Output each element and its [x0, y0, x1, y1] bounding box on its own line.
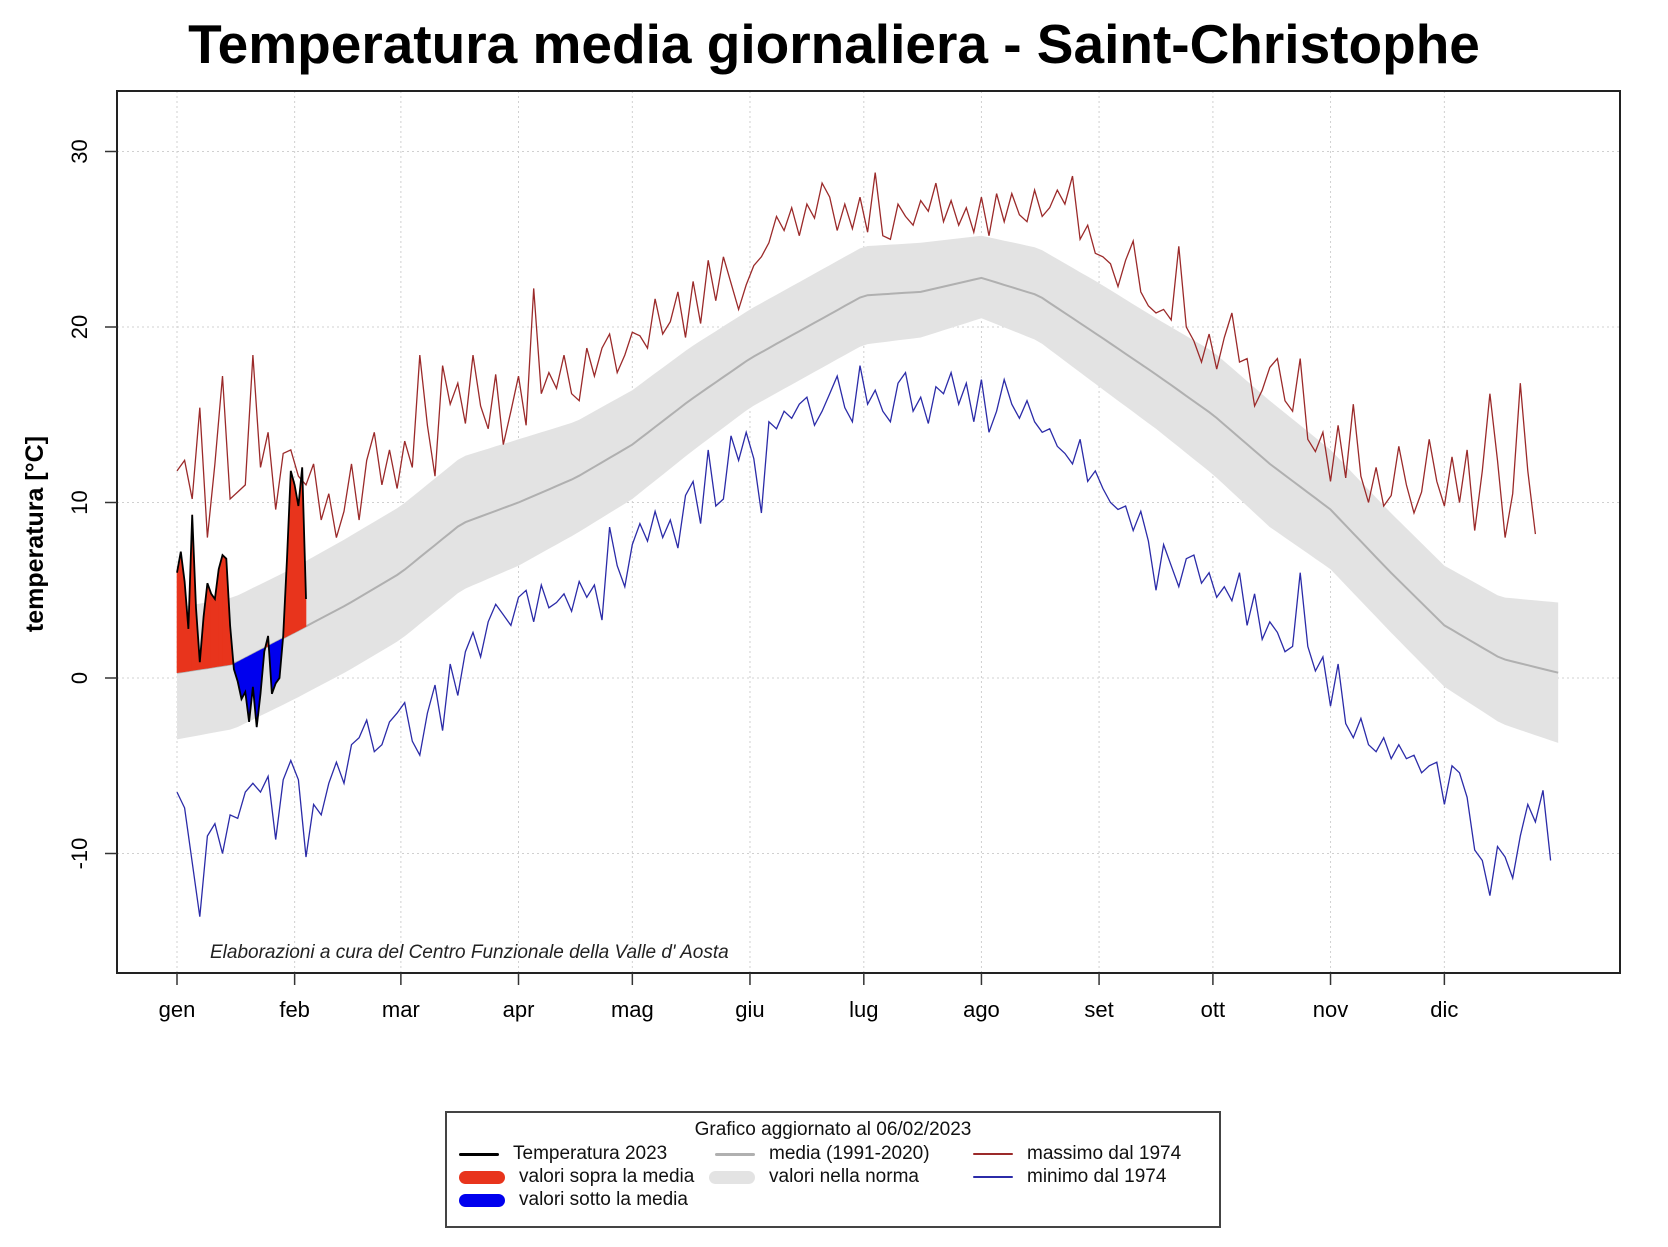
legend-label: valori sopra la media — [519, 1166, 695, 1187]
above-mean-fill — [290, 470, 295, 635]
red-fill-icon — [459, 1170, 505, 1184]
above-mean-fill — [294, 484, 299, 633]
above-mean-fill — [210, 592, 216, 668]
chart-title: Temperatura media giornaliera - Saint-Ch… — [188, 13, 1480, 75]
mean-line-path — [176, 276, 1559, 674]
black-line-icon — [459, 1152, 499, 1156]
x-tick-label: ago — [963, 997, 1000, 1022]
temp-2023-line — [176, 467, 307, 728]
legend-item-temp2023: Temperatura 2023 — [459, 1143, 667, 1165]
normal-band-area — [177, 235, 1559, 743]
legend-item-below: valori sotto la media — [459, 1189, 688, 1211]
x-tick-label: nov — [1313, 997, 1348, 1022]
legend: Grafico aggiornato al 06/02/2023 Tempera… — [445, 1111, 1221, 1228]
blue-line-icon — [973, 1176, 1013, 1178]
gray-line-icon — [715, 1152, 755, 1156]
red-line-icon — [973, 1153, 1013, 1155]
x-tick-label: dic — [1430, 997, 1458, 1022]
y-tick-label: 30 — [67, 139, 92, 163]
legend-label: valori nella norma — [769, 1166, 919, 1187]
legend-label: valori sotto la media — [519, 1189, 688, 1210]
y-tick-label: 20 — [67, 315, 92, 339]
gray-fill-icon — [709, 1170, 755, 1184]
legend-title: Grafico aggiornato al 06/02/2023 — [694, 1119, 972, 1140]
normal-band — [177, 235, 1559, 743]
temp-2023-series — [176, 467, 307, 728]
legend-item-norm: valori nella norma — [709, 1166, 919, 1188]
x-tick-label: mar — [382, 997, 420, 1022]
legend-label: Temperatura 2023 — [513, 1143, 668, 1164]
max-series — [176, 172, 1537, 538]
x-tick-label: lug — [849, 997, 878, 1022]
x-tick-label: giu — [735, 997, 764, 1022]
plot-frame — [116, 90, 1621, 974]
y-axis-label: temperatura [°C] — [21, 436, 49, 632]
legend-item-above: valori sopra la media — [459, 1166, 694, 1188]
legend-item-max: massimo dal 1974 — [973, 1143, 1181, 1165]
y-axis: -10 0 10 20 30 — [67, 139, 117, 869]
x-tick-label: ott — [1201, 997, 1225, 1022]
legend-label: media (1991-2020) — [769, 1143, 930, 1164]
x-tick-label: set — [1084, 997, 1113, 1022]
x-tick-label: mag — [611, 997, 654, 1022]
legend-item-mean: media (1991-2020) — [715, 1143, 930, 1165]
x-tick-label: gen — [159, 997, 196, 1022]
mean-line — [176, 276, 1559, 674]
y-tick-label: 0 — [67, 672, 92, 684]
caption: Elaborazioni a cura del Centro Funzional… — [210, 942, 729, 963]
max-line-path — [176, 172, 1537, 538]
x-tick-label: apr — [503, 997, 535, 1022]
above-mean-fill — [222, 554, 227, 667]
legend-item-min: minimo dal 1974 — [973, 1166, 1166, 1188]
legend-label: minimo dal 1974 — [1027, 1166, 1167, 1187]
min-series — [176, 365, 1552, 917]
above-mean-fill — [207, 583, 212, 669]
x-tick-label: feb — [279, 997, 310, 1022]
blue-fill-icon — [459, 1193, 505, 1207]
min-line-path — [176, 365, 1552, 917]
y-tick-label: -10 — [67, 838, 92, 870]
legend-label: massimo dal 1974 — [1027, 1143, 1182, 1164]
x-axis: gen feb mar apr mag giu lug ago set ott nov dic — [159, 973, 1458, 1022]
y-tick-label: 10 — [67, 490, 92, 514]
